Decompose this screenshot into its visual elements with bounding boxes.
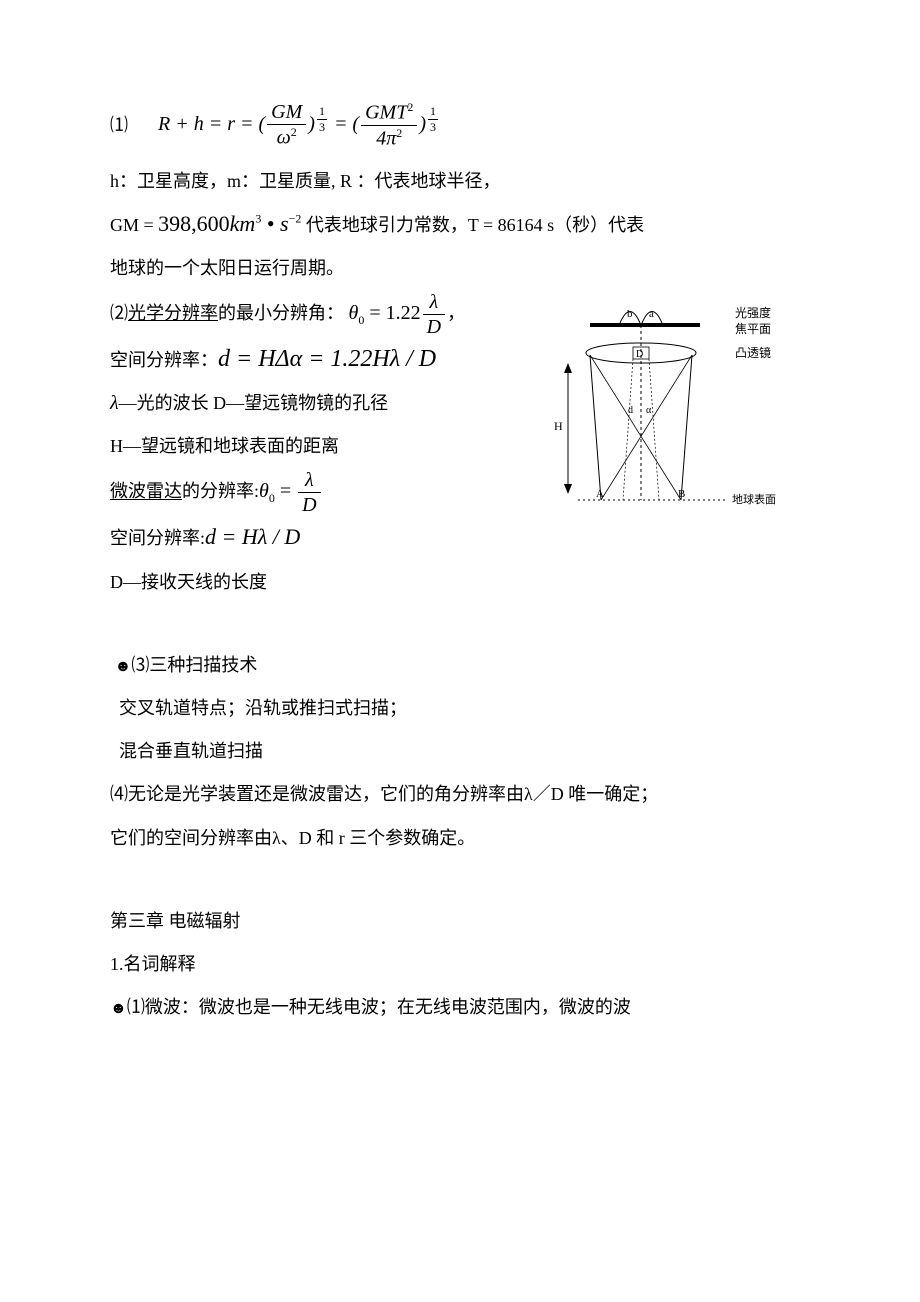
scan-line2: 混合垂直轨道扫描 [110,730,810,773]
svg-text:光强度: 光强度 [735,305,771,320]
line-h-desc: h：卫星高度，m：卫星质量, R ：代表地球半径， [110,160,810,203]
line-gm2: 地球的一个太阳日运行周期。 [110,247,810,290]
chapter-3-title: 第三章 电磁辐射 [110,900,810,943]
chapter-3-item1: ☻⑴微波：微波也是一种无线电波；在无线电波范围内，微波的波 [110,986,810,1029]
left-column: ⑵光学分辨率的最小分辨角： θ0 = 1.22λD， 空间分辨率：d = HΔα… [110,290,535,604]
line-4: ⑷无论是光学装置还是微波雷达，它们的角分辨率由λ／D 唯一确定； [110,773,810,816]
diagram-svg: b a D d α A B [550,295,810,525]
eq1-formula: R + h = r = (GMω2)13 = (GMT24π2)13 [158,100,440,150]
line-H-desc: H—望远镜和地球表面的距离 [110,425,535,468]
line-gm: GM = 398,600km3 • s−2 代表地球引力常数，T = 86164… [110,204,810,247]
svg-text:A: A [596,488,604,500]
svg-text:B: B [678,488,685,500]
svg-text:α: α [646,405,652,416]
svg-text:地球表面: 地球表面 [732,492,776,506]
eq1-label: ⑴ [110,104,128,147]
svg-text:焦平面: 焦平面 [735,322,771,336]
line-radar: 微波雷达的分辨率:θ0 = λD [110,468,535,517]
equation-1-row: ⑴ R + h = r = (GMω2)13 = (GMT24π2)13 [110,100,810,150]
line-spatial2: 空间分辨率:d = Hλ / D [110,517,535,560]
line-spatial-res: 空间分辨率：d = HΔα = 1.22Hλ / D [110,339,535,382]
line-4b: 它们的空间分辨率由λ、D 和 r 三个参数确定。 [110,817,810,860]
svg-text:凸透镜: 凸透镜 [735,345,771,360]
svg-text:H: H [554,419,563,433]
svg-text:D: D [636,349,643,360]
optical-diagram: b a D d α A B [550,290,810,541]
scan-line1: 交叉轨道特点；沿轨或推扫式扫描； [110,687,810,730]
two-column-section: ⑵光学分辨率的最小分辨角： θ0 = 1.22λD， 空间分辨率：d = HΔα… [110,290,810,604]
line-lambda-desc: λ—光的波长 D—望远镜物镜的孔径 [110,382,535,425]
svg-text:b: b [627,308,633,320]
chapter-3-sub: 1.名词解释 [110,943,810,986]
svg-text:a: a [649,308,654,320]
bullet-3: ☻⑶三种扫描技术 [110,644,810,687]
line-D-desc: D—接收天线的长度 [110,561,535,604]
line-optical: ⑵光学分辨率的最小分辨角： θ0 = 1.22λD， [110,290,535,339]
svg-text:d: d [628,405,633,416]
